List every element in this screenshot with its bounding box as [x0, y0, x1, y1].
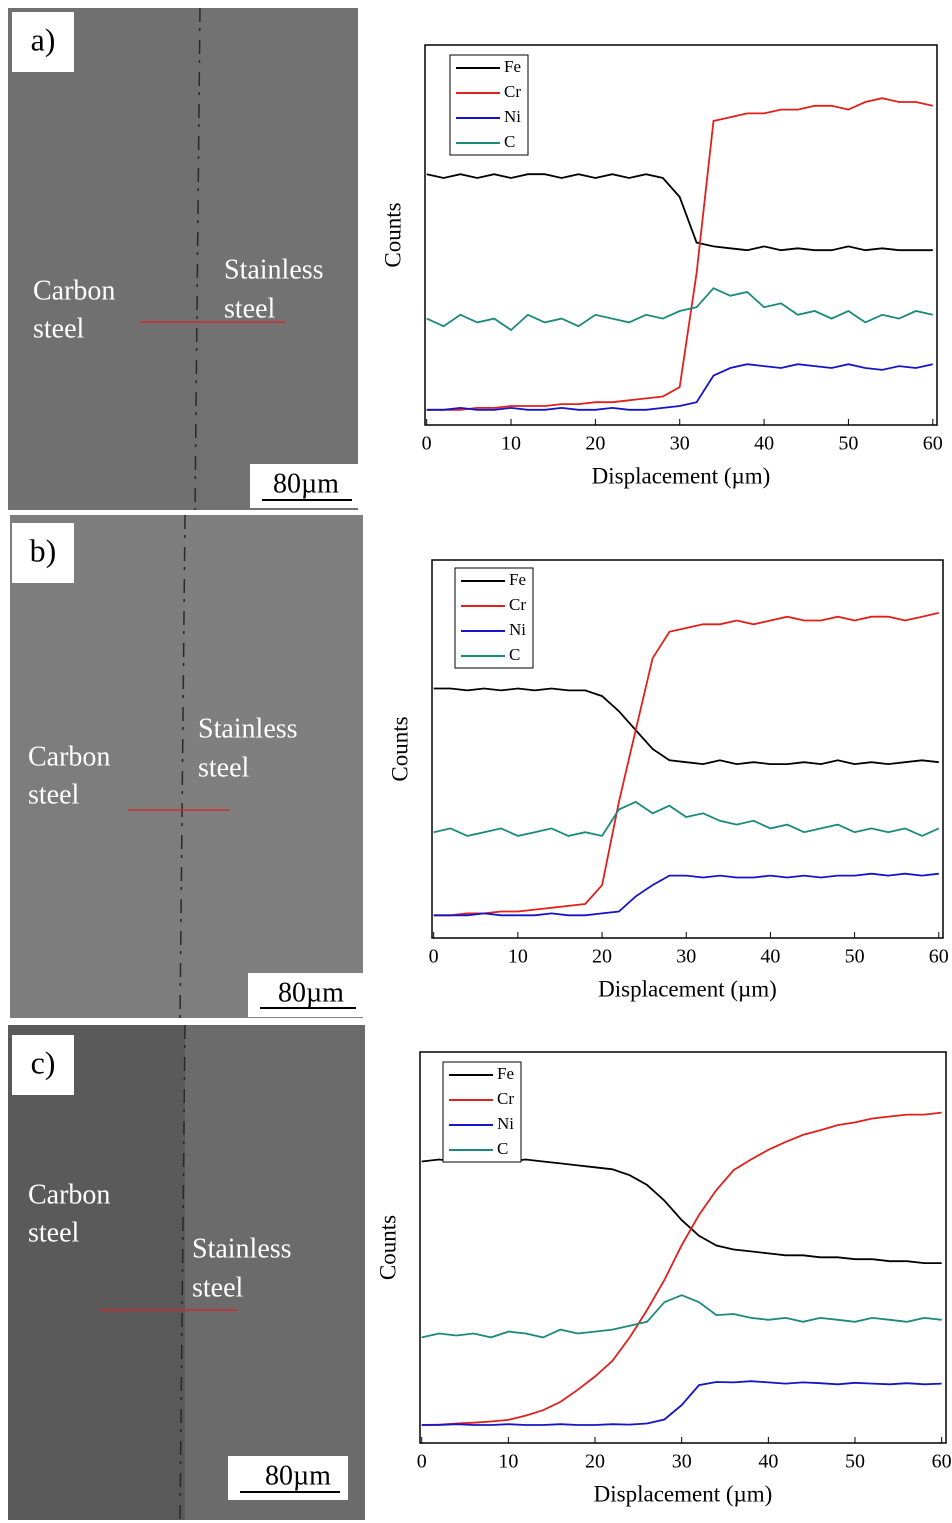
interface-line: [179, 514, 186, 1019]
x-tick-label: 10: [501, 433, 521, 455]
scale-bar-label: 80µm: [273, 468, 339, 499]
series-line: [426, 97, 933, 411]
x-tick-label: 0: [422, 433, 432, 455]
legend-label: Cr: [509, 595, 526, 614]
panel-label: c): [31, 1044, 56, 1080]
carbon-steel-label: Carbon: [33, 275, 115, 306]
series-line: [421, 1158, 942, 1264]
legend-label: Cr: [504, 82, 521, 101]
legend-label: Ni: [497, 1114, 514, 1133]
x-axis-label: Displacement (µm): [598, 976, 777, 1001]
carbon-steel-label: Carbon: [28, 1179, 110, 1210]
interface-line: [194, 7, 201, 511]
x-tick-label: 30: [670, 433, 690, 455]
x-tick-label: 10: [508, 946, 528, 968]
y-axis-label: Counts: [380, 202, 405, 267]
carbon-steel-label: steel: [28, 1217, 80, 1248]
x-tick-label: 50: [845, 946, 865, 968]
x-tick-label: 40: [760, 946, 780, 968]
legend-label: Fe: [497, 1064, 514, 1083]
legend-box: [454, 567, 534, 669]
x-tick-label: 50: [838, 433, 858, 455]
panel-label: a): [31, 21, 56, 57]
stainless-steel-label: steel: [192, 1272, 244, 1303]
stainless-steel-label: steel: [198, 752, 250, 783]
x-tick-label: 30: [672, 1451, 692, 1473]
x-tick-label: 20: [585, 1451, 605, 1473]
x-tick-label: 30: [676, 946, 696, 968]
x-tick-label: 20: [592, 946, 612, 968]
scale-bar-label: 80µm: [278, 977, 344, 1008]
series-line: [421, 1380, 942, 1426]
series-line: [433, 687, 939, 766]
plot-frame: [431, 559, 944, 939]
series-line: [426, 363, 933, 411]
sem-image-right: [185, 515, 363, 1018]
carbon-steel-label: Carbon: [28, 741, 110, 772]
series-line: [433, 612, 939, 917]
plot-frame: [419, 1051, 947, 1444]
x-tick-label: 20: [585, 433, 605, 455]
x-tick-label: 0: [429, 946, 439, 968]
x-axis-label: Displacement (µm): [592, 463, 771, 488]
series-line: [426, 287, 933, 332]
legend-label: Ni: [509, 620, 526, 639]
panel-label-box: [12, 1035, 74, 1095]
legend-label: Cr: [497, 1089, 514, 1108]
sem-image-right: [185, 1025, 365, 1520]
stainless-steel-label: Stainless: [198, 713, 298, 744]
stainless-steel-label: Stainless: [192, 1233, 292, 1264]
y-axis-label: Counts: [387, 716, 412, 781]
legend-label: Ni: [504, 107, 521, 126]
panel-label: b): [30, 532, 57, 568]
series-line: [421, 1294, 942, 1339]
x-axis-label: Displacement (µm): [594, 1481, 773, 1506]
sem-image-right: [200, 8, 358, 510]
legend-label: C: [504, 132, 515, 151]
carbon-steel-label: steel: [33, 313, 85, 344]
legend-label: C: [497, 1139, 508, 1158]
legend-label: Fe: [509, 570, 526, 589]
series-line: [433, 800, 940, 837]
legend-box: [442, 1061, 522, 1163]
y-axis-label: Counts: [375, 1215, 400, 1280]
panel-label-box: [12, 12, 74, 72]
legend-box: [449, 54, 529, 156]
x-tick-label: 40: [754, 433, 774, 455]
panel-label-box: [12, 523, 74, 583]
scale-bar-label: 80µm: [265, 1460, 331, 1491]
x-tick-label: 60: [932, 1451, 952, 1473]
legend-label: C: [509, 645, 520, 664]
x-tick-label: 40: [758, 1451, 778, 1473]
stainless-steel-label: steel: [224, 293, 276, 324]
series-line: [421, 1111, 942, 1426]
x-tick-label: 50: [845, 1451, 865, 1473]
series-line: [426, 173, 933, 252]
plot-frame: [424, 44, 938, 426]
legend-label: Fe: [504, 57, 521, 76]
stainless-steel-label: Stainless: [224, 254, 324, 285]
x-tick-label: 60: [929, 946, 949, 968]
x-tick-label: 0: [417, 1451, 427, 1473]
x-tick-label: 60: [923, 433, 943, 455]
scale-bar-box: [248, 973, 364, 1017]
series-line: [433, 872, 939, 917]
carbon-steel-label: steel: [28, 779, 80, 810]
x-tick-label: 10: [498, 1451, 518, 1473]
